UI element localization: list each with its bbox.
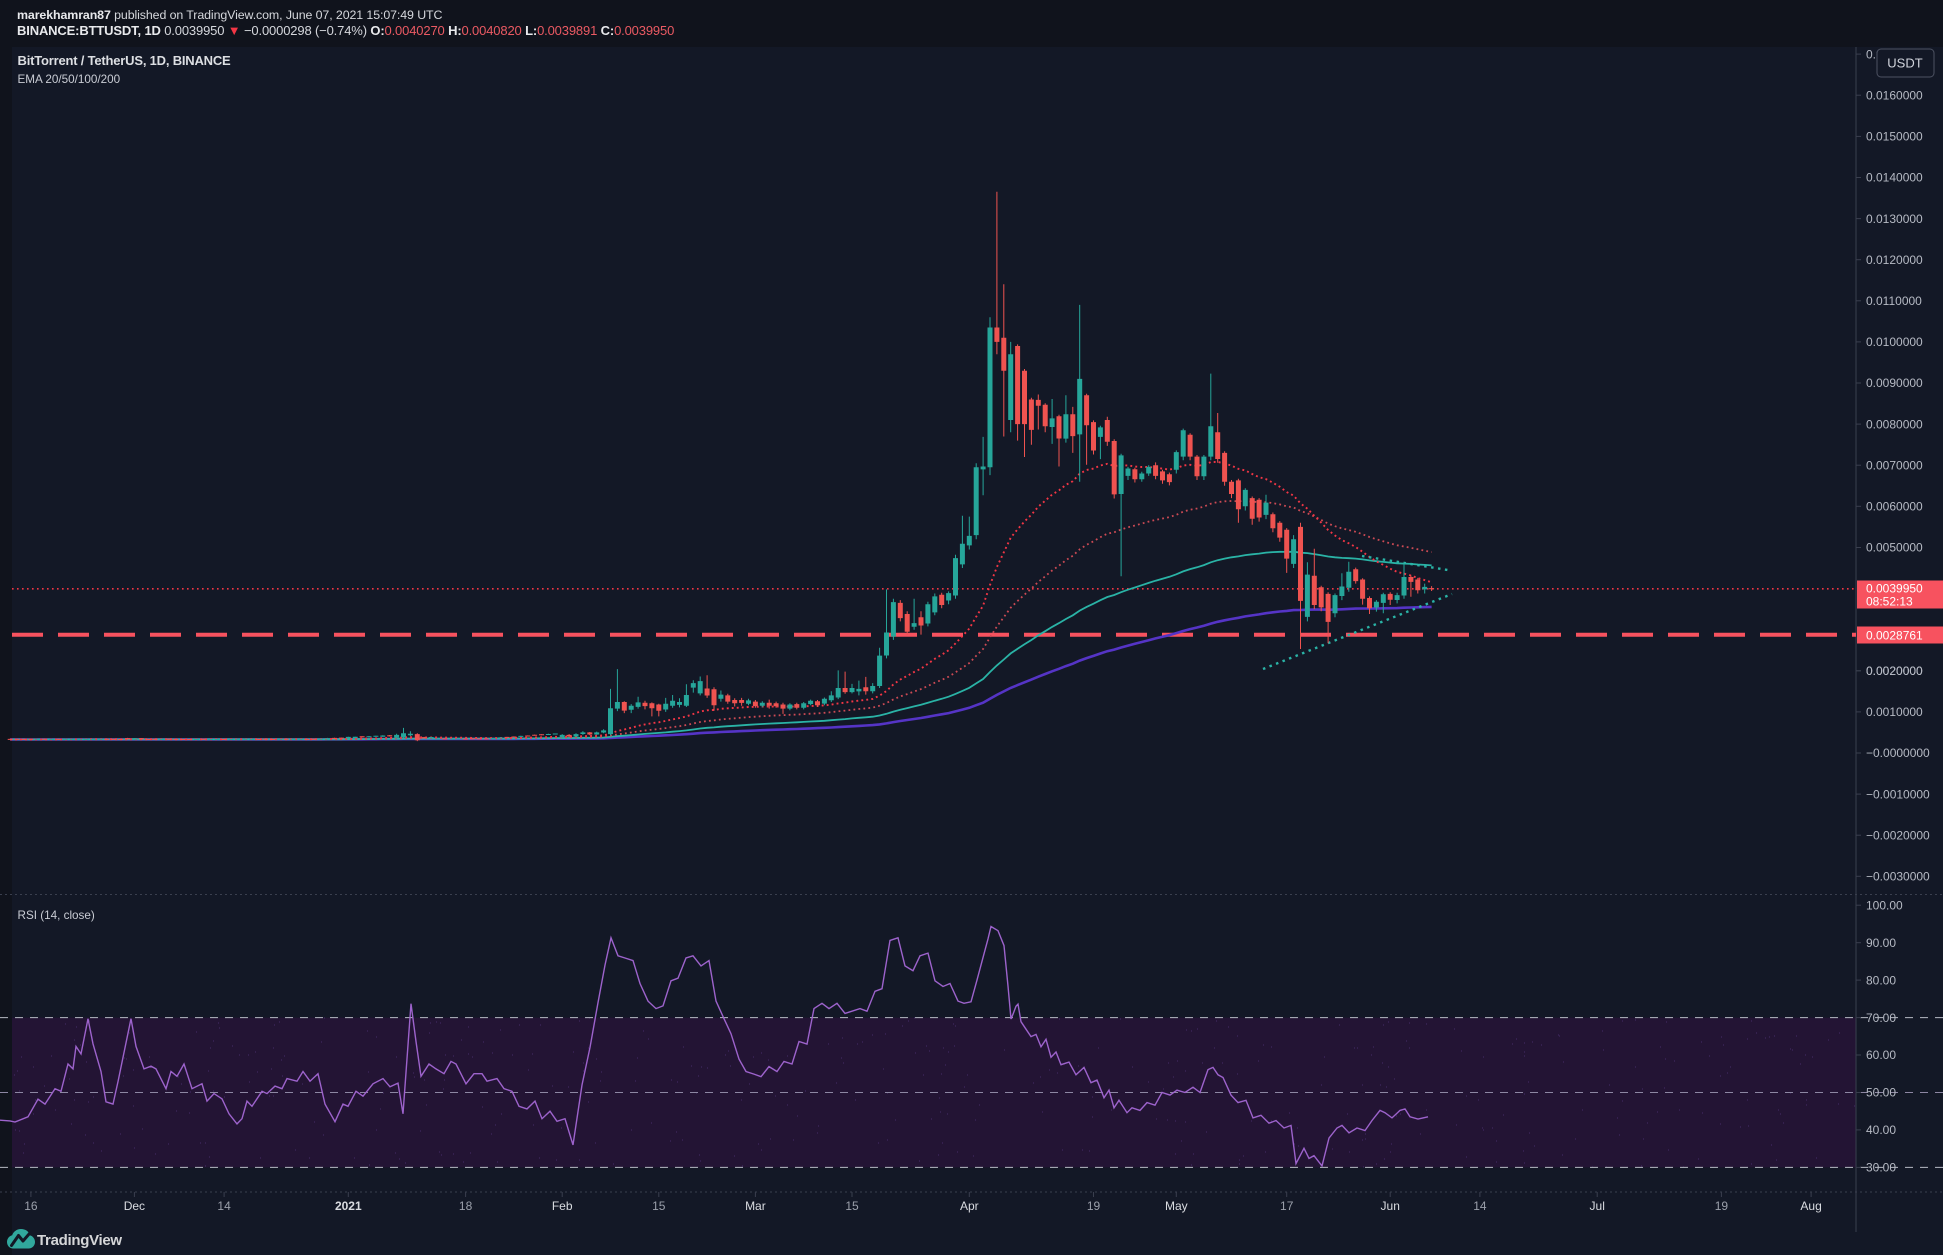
svg-text:Aug: Aug: [1800, 1199, 1821, 1213]
svg-text:USDT: USDT: [1887, 56, 1922, 71]
svg-text:0.0020000: 0.0020000: [1866, 664, 1923, 678]
svg-text:14: 14: [217, 1199, 231, 1213]
svg-text:0.0028761: 0.0028761: [1866, 629, 1923, 643]
svg-text:15: 15: [845, 1199, 859, 1213]
svg-text:0.0150000: 0.0150000: [1866, 130, 1923, 144]
svg-text:marekhamran87 published on Tra: marekhamran87 published on TradingView.c…: [17, 8, 443, 22]
svg-text:0.0080000: 0.0080000: [1866, 417, 1923, 431]
svg-text:EMA 20/50/100/200: EMA 20/50/100/200: [18, 73, 121, 86]
svg-text:0.0039950: 0.0039950: [1866, 582, 1923, 596]
svg-text:40.00: 40.00: [1866, 1123, 1896, 1137]
svg-text:16: 16: [24, 1199, 38, 1213]
svg-text:RSI (14, close): RSI (14, close): [18, 909, 95, 922]
svg-text:Dec: Dec: [124, 1199, 145, 1213]
svg-text:BitTorrent / TetherUS, 1D, BIN: BitTorrent / TetherUS, 1D, BINANCE: [18, 53, 232, 68]
svg-text:100.00: 100.00: [1866, 898, 1903, 912]
svg-text:0.0110000: 0.0110000: [1866, 294, 1922, 308]
svg-text:0.0120000: 0.0120000: [1866, 253, 1923, 267]
svg-text:0.0140000: 0.0140000: [1866, 171, 1923, 185]
svg-text:−0.0000000: −0.0000000: [1866, 746, 1930, 760]
svg-text:Feb: Feb: [552, 1199, 573, 1213]
svg-text:14: 14: [1473, 1199, 1487, 1213]
svg-text:Jul: Jul: [1590, 1199, 1605, 1213]
svg-text:TradingView: TradingView: [37, 1232, 122, 1249]
svg-text:−0.0010000: −0.0010000: [1866, 787, 1930, 801]
svg-text:08:52:13: 08:52:13: [1866, 595, 1913, 609]
svg-text:70.00: 70.00: [1866, 1011, 1896, 1025]
svg-text:19: 19: [1715, 1199, 1729, 1213]
svg-text:80.00: 80.00: [1866, 973, 1896, 987]
svg-text:15: 15: [652, 1199, 666, 1213]
svg-text:17: 17: [1280, 1199, 1294, 1213]
svg-text:0.0100000: 0.0100000: [1866, 335, 1923, 349]
svg-text:0.0060000: 0.0060000: [1866, 500, 1923, 514]
svg-text:Jun: Jun: [1381, 1199, 1400, 1213]
svg-text:BINANCE:BTTUSDT, 1D 0.0039950: BINANCE:BTTUSDT, 1D 0.0039950 ▼ −0.00002…: [17, 23, 674, 38]
svg-text:Mar: Mar: [745, 1199, 766, 1213]
svg-text:0.0090000: 0.0090000: [1866, 376, 1923, 390]
svg-text:0.0070000: 0.0070000: [1866, 458, 1923, 472]
svg-text:30.00: 30.00: [1866, 1161, 1896, 1175]
svg-text:Apr: Apr: [960, 1199, 979, 1213]
svg-text:0.0010000: 0.0010000: [1866, 705, 1923, 719]
svg-text:May: May: [1165, 1199, 1188, 1213]
svg-text:50.00: 50.00: [1866, 1086, 1896, 1100]
svg-text:18: 18: [459, 1199, 473, 1213]
svg-text:60.00: 60.00: [1866, 1048, 1896, 1062]
svg-text:2021: 2021: [335, 1199, 362, 1213]
svg-text:−0.0020000: −0.0020000: [1866, 828, 1930, 842]
svg-text:19: 19: [1087, 1199, 1101, 1213]
svg-text:0.0130000: 0.0130000: [1866, 212, 1923, 226]
svg-text:90.00: 90.00: [1866, 936, 1896, 950]
svg-text:0.0050000: 0.0050000: [1866, 541, 1923, 555]
svg-text:0.0020000: 0.0020000: [1866, 664, 1923, 678]
svg-text:0.0160000: 0.0160000: [1866, 88, 1923, 102]
svg-text:−0.0030000: −0.0030000: [1866, 870, 1930, 884]
